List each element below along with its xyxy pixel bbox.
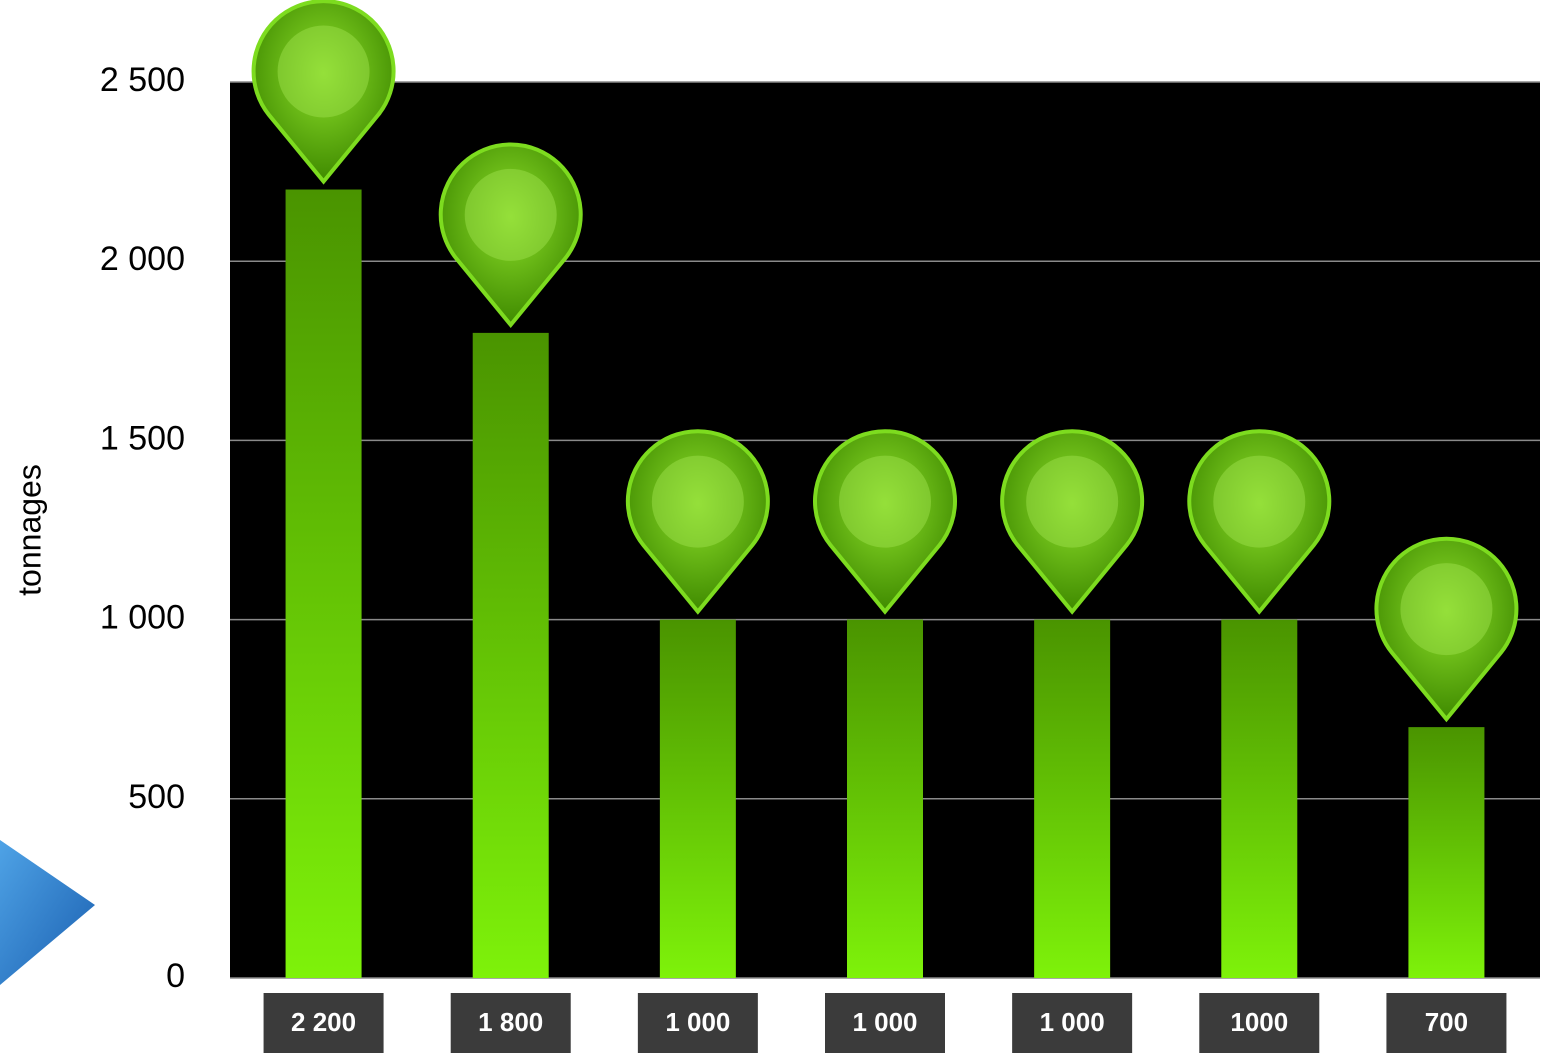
y-tick-label: 0 bbox=[166, 957, 185, 995]
value-label: 700 bbox=[1425, 1007, 1468, 1037]
y-axis-title: tonnages bbox=[11, 464, 47, 596]
bar bbox=[1408, 727, 1485, 978]
y-tick-label: 1 000 bbox=[100, 599, 185, 637]
pin-icon-inner bbox=[1026, 455, 1119, 548]
value-label-box bbox=[637, 993, 758, 1053]
pin-icon-inner bbox=[1400, 563, 1493, 656]
bar bbox=[285, 189, 362, 978]
value-label: 1 000 bbox=[852, 1007, 917, 1037]
pin-icon-inner bbox=[464, 168, 557, 261]
bar bbox=[472, 332, 549, 978]
y-tick-label: 2 500 bbox=[100, 61, 185, 99]
bar bbox=[1034, 619, 1111, 978]
value-label: 1 000 bbox=[665, 1007, 730, 1037]
decoration bbox=[0, 840, 95, 985]
y-tick-label: 1 500 bbox=[100, 419, 185, 457]
value-label: 2 200 bbox=[291, 1007, 356, 1037]
pin-icon-inner bbox=[651, 455, 744, 548]
bar bbox=[847, 619, 923, 978]
value-label-box bbox=[1199, 993, 1320, 1053]
pin-icon-inner bbox=[277, 25, 370, 118]
pin-icon-inner bbox=[839, 455, 931, 548]
value-label-box bbox=[450, 993, 571, 1053]
y-tick-label: 500 bbox=[128, 778, 185, 816]
y-tick-label: 2 000 bbox=[100, 240, 185, 278]
bar bbox=[659, 619, 736, 978]
value-label: 1 800 bbox=[478, 1007, 543, 1037]
value-label-box bbox=[1012, 993, 1133, 1053]
pin-icon-inner bbox=[1213, 455, 1306, 548]
value-label: 1 000 bbox=[1040, 1007, 1105, 1037]
value-label-box bbox=[1386, 993, 1507, 1053]
value-label-box bbox=[825, 993, 945, 1053]
value-label-box bbox=[263, 993, 384, 1053]
value-label: 1000 bbox=[1230, 1007, 1288, 1037]
bar bbox=[1221, 619, 1298, 978]
